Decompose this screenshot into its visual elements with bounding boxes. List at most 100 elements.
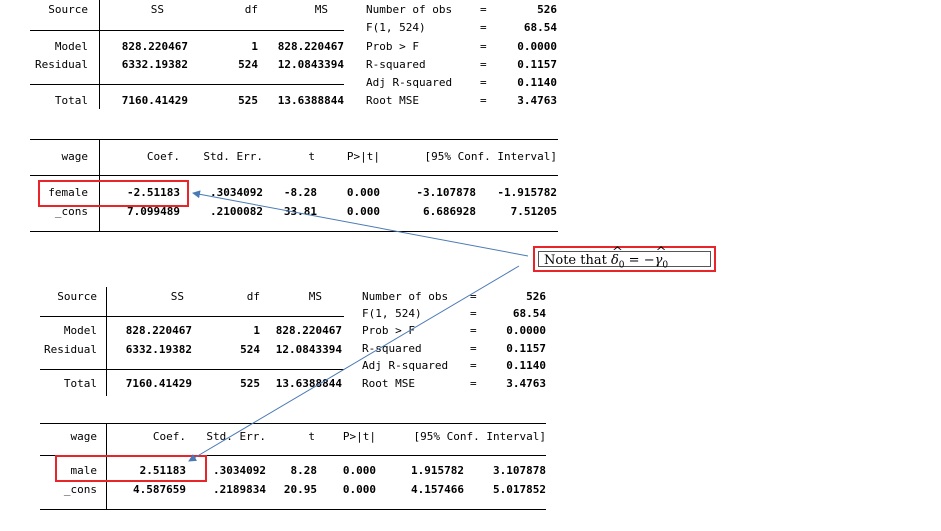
stat-value: 3.4763 — [517, 94, 557, 107]
stat-eq: = — [470, 307, 477, 320]
coef-ci-high: 3.107878 — [493, 464, 546, 477]
stat-label: Adj R-squared — [366, 76, 453, 89]
anova-source: Model — [54, 40, 88, 53]
anova-df: 525 — [240, 377, 260, 390]
anova-header-source: Source — [48, 3, 88, 16]
anova-source: Model — [63, 324, 97, 337]
note-callout: Note that δ ^ 0 = −γ ^ 0 — [533, 245, 716, 272]
coef-var: _cons — [54, 205, 88, 218]
note-delta-hat: δ ^ — [610, 245, 623, 268]
anova-ms: 828.220467 — [275, 324, 342, 337]
divider — [40, 316, 344, 317]
coef-header-coef: Coef. — [146, 150, 180, 163]
anova-ms: 12.0843394 — [277, 58, 344, 71]
stat-label: Root MSE — [366, 94, 419, 107]
coef-value: -2.51183 — [127, 186, 180, 199]
anova-ss: 6332.19382 — [121, 58, 188, 71]
stat-label: Number of obs — [366, 3, 453, 16]
coef-se: .2100082 — [210, 205, 263, 218]
anova-header-df: df — [246, 290, 260, 303]
coef-ci-high: -1.915782 — [497, 186, 557, 199]
arrow-to-male — [188, 265, 520, 462]
stat-value: 0.1140 — [517, 76, 557, 89]
stat-eq: = — [470, 342, 477, 355]
coef-value: 2.51183 — [139, 464, 186, 477]
coef-se: .2189834 — [213, 483, 266, 496]
coef-header-se: Std. Err. — [206, 430, 266, 443]
divider — [40, 509, 546, 510]
coef-header-dep: wage — [70, 430, 98, 443]
anova-ss: 6332.19382 — [125, 343, 192, 356]
anova-header-ss: SS — [170, 290, 184, 303]
anova-source: Residual — [35, 58, 88, 71]
coef-header-t: t — [308, 150, 315, 163]
anova-ss: 7160.41429 — [121, 94, 188, 107]
stat-label: F(1, 524) — [362, 307, 422, 320]
anova-header-df: df — [244, 3, 258, 16]
coef-header-ci: [95% Conf. Interval] — [413, 430, 546, 443]
divider — [30, 139, 558, 140]
anova-ss: 828.220467 — [125, 324, 192, 337]
stat-eq: = — [480, 3, 487, 16]
stat-eq: = — [480, 58, 487, 71]
note-text: Note that δ ^ 0 = −γ ^ 0 — [538, 245, 711, 271]
stat-value: 0.1140 — [506, 359, 546, 372]
note-lhs-subscript: 0 — [618, 260, 625, 271]
coef-var: male — [70, 464, 98, 477]
note-minus: − — [643, 253, 655, 268]
coef-header-coef: Coef. — [152, 430, 186, 443]
anova-header-ms: MS — [314, 3, 328, 16]
divider — [30, 231, 558, 232]
arrow-to-female — [192, 190, 529, 257]
stat-value: 0.0000 — [517, 40, 557, 53]
highlight-box-female — [38, 180, 189, 207]
note-equals: = — [628, 253, 640, 268]
stat-value: 68.54 — [523, 21, 557, 34]
anova-df: 525 — [238, 94, 258, 107]
coef-ci-low: 1.915782 — [411, 464, 464, 477]
column-divider — [106, 287, 107, 396]
stat-eq: = — [480, 40, 487, 53]
anova-ss: 828.220467 — [121, 40, 188, 53]
anova-ss: 7160.41429 — [125, 377, 192, 390]
anova-df: 1 — [253, 324, 260, 337]
anova-header-ss: SS — [150, 3, 164, 16]
stat-eq: = — [480, 76, 487, 89]
anova-source: Total — [63, 377, 97, 390]
coef-value: 7.099489 — [127, 205, 180, 218]
divider — [40, 455, 546, 456]
coef-ci-high: 5.017852 — [493, 483, 546, 496]
divider — [40, 369, 344, 370]
anova-ms: 13.6388844 — [277, 94, 344, 107]
coef-header-dep: wage — [61, 150, 89, 163]
coef-header-p: P>|t| — [342, 430, 376, 443]
coef-header-t: t — [308, 430, 315, 443]
stat-label: Adj R-squared — [362, 359, 449, 372]
stat-value: 3.4763 — [506, 377, 546, 390]
stat-value: 0.0000 — [506, 324, 546, 337]
coef-p: 0.000 — [346, 205, 380, 218]
anova-df: 1 — [251, 40, 258, 53]
coef-ci-low: -3.107878 — [416, 186, 476, 199]
stat-label: Prob > F — [362, 324, 415, 337]
anova-df: 524 — [240, 343, 260, 356]
note-rhs-subscript: 0 — [662, 260, 669, 271]
stat-eq: = — [470, 324, 477, 337]
coef-ci-low: 4.157466 — [411, 483, 464, 496]
stat-eq: = — [480, 21, 487, 34]
coef-header-ci: [95% Conf. Interval] — [424, 150, 557, 163]
stat-value: 68.54 — [512, 307, 546, 320]
stat-label: Root MSE — [362, 377, 415, 390]
stat-value: 0.1157 — [517, 58, 557, 71]
highlight-box-male — [55, 455, 207, 482]
coef-ci-low: 6.686928 — [423, 205, 476, 218]
coef-p: 0.000 — [342, 483, 376, 496]
stat-eq: = — [480, 94, 487, 107]
anova-header-ms: MS — [308, 290, 322, 303]
coef-t: 20.95 — [283, 483, 317, 496]
stat-label: R-squared — [366, 58, 426, 71]
coef-t: -8.28 — [283, 186, 317, 199]
column-divider — [106, 423, 107, 510]
divider — [40, 423, 546, 424]
coef-ci-high: 7.51205 — [510, 205, 557, 218]
